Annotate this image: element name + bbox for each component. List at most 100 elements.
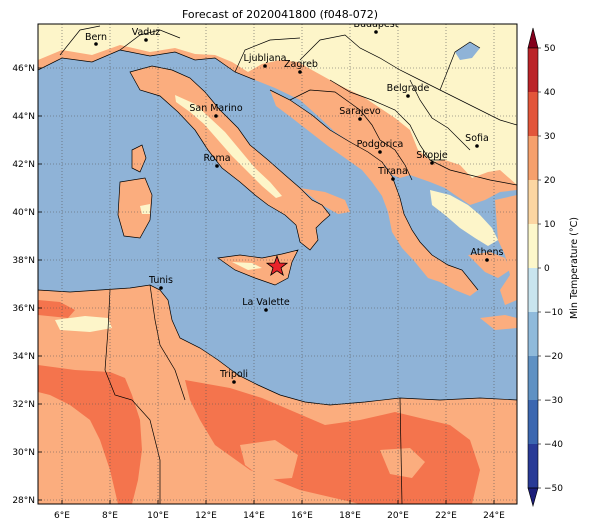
colorbar-tick-neg20: −20 [544, 352, 563, 362]
city-dots [94, 30, 489, 384]
city-dot-belgrade [406, 94, 410, 98]
lake-blue [455, 42, 480, 60]
x-tick-20e: 20°E [387, 511, 409, 521]
africa-hot-west [38, 300, 75, 318]
y-tick-30n: 30°N [12, 448, 35, 458]
colorbar-tick-20: 20 [544, 176, 556, 186]
x-tick-8e: 8°E [102, 511, 118, 521]
colorbar-tick-50: 50 [544, 44, 556, 54]
sicily-mild [232, 262, 262, 270]
city-label-skopje: Skopje [416, 150, 448, 161]
x-tick-marks [61, 500, 495, 504]
city-dot-san-marino [214, 114, 218, 118]
colorbar-label: Min Temperature (°C) [569, 217, 580, 319]
greece-south [468, 252, 510, 278]
colorbar-band-neg40-neg30 [528, 400, 538, 444]
x-tick-10e: 10°E [147, 511, 169, 521]
y-tick-38n: 38°N [12, 256, 35, 266]
city-dot-zagreb [298, 70, 302, 74]
italy-mild-band [175, 95, 282, 198]
colorbar-tick-neg40: −40 [544, 440, 563, 450]
africa-mild-spot [55, 316, 112, 332]
colorbar-tick-neg50: −50 [544, 484, 563, 494]
city-label-vaduz: Vaduz [132, 27, 161, 38]
y-tick-44n: 44°N [12, 112, 35, 122]
star-marker [265, 254, 289, 276]
x-tick-24e: 24°E [483, 511, 505, 521]
y-tick-46n: 46°N [12, 64, 35, 74]
colorbar-cap-top [527, 27, 539, 49]
colorbar-band-40-50 [528, 48, 538, 92]
city-label-tripoli: Tripoli [219, 369, 248, 380]
city-label-la-valette: La Valette [242, 297, 290, 308]
city-dot-budapest [374, 30, 378, 34]
city-dot-bern [94, 42, 98, 46]
city-label-bern: Bern [85, 32, 107, 43]
colorbar-tick-marks [538, 47, 541, 489]
city-dot-sarajevo [358, 117, 362, 121]
colorbar-tick-30: 30 [544, 132, 556, 142]
city-dot-tunis [159, 286, 163, 290]
x-tick-6e: 6°E [54, 511, 70, 521]
country-borders [38, 25, 517, 504]
y-tick-40n: 40°N [12, 208, 35, 218]
city-label-ljubljana: Ljubljana [244, 53, 287, 64]
colorbar-band-30-40 [528, 92, 538, 136]
city-labels: Bern Vaduz Budapest Ljubljana Zagreb Bel… [85, 24, 504, 380]
figure-title: Forecast of 2020041800 (f048-072) [182, 8, 378, 21]
city-label-roma: Roma [203, 153, 230, 164]
x-tick-12e: 12°E [195, 511, 217, 521]
colorbar-band-neg10-0 [528, 268, 538, 312]
x-tick-16e: 16°E [291, 511, 313, 521]
colorbar-tick-labels: 50 40 30 20 10 0 −10 −20 −30 −40 −50 [544, 44, 563, 494]
colorbar-band-10-20 [528, 180, 538, 224]
y-tick-labels: 46°N 44°N 42°N 40°N 38°N 36°N 34°N 32°N … [12, 64, 35, 506]
x-tick-labels: 6°E 8°E 10°E 12°E 14°E 16°E 18°E 20°E 22… [54, 511, 505, 521]
africa-warm-patch-2 [380, 448, 425, 478]
city-label-sofia: Sofia [465, 133, 489, 144]
y-tick-28n: 28°N [12, 496, 35, 506]
city-label-san-marino: San Marino [189, 103, 242, 114]
colorbar-band-20-30 [528, 136, 538, 180]
x-tick-14e: 14°E [243, 511, 265, 521]
balkans-coast-warm [270, 90, 478, 296]
y-tick-34n: 34°N [12, 352, 35, 362]
x-tick-22e: 22°E [435, 511, 457, 521]
greece-mild [430, 190, 498, 246]
map-area: Bern Vaduz Budapest Ljubljana Zagreb Bel… [38, 24, 517, 504]
colorbar: 50 40 30 20 10 0 −10 −20 −30 −40 −50 Min… [527, 27, 580, 508]
city-dot-athens [485, 258, 489, 262]
corsica-land [132, 145, 146, 172]
city-dot-tripoli [232, 380, 236, 384]
colorbar-band-neg20-neg10 [528, 312, 538, 356]
colorbar-cap-bottom [527, 487, 539, 508]
colorbar-band-0-10 [528, 224, 538, 268]
crete-land [480, 315, 517, 330]
y-tick-42n: 42°N [12, 160, 35, 170]
city-dot-sofia [475, 144, 479, 148]
grid-lines [38, 24, 517, 504]
land-north-mild [38, 24, 517, 185]
italy-land [130, 66, 330, 250]
colorbar-band-neg50-neg40 [528, 444, 538, 488]
city-label-tunis: Tunis [148, 275, 173, 286]
africa-warm-patch-1 [240, 440, 298, 480]
sardinia-mild [140, 204, 150, 214]
city-label-tirana: Tirana [377, 166, 408, 177]
colorbar-tick-0: 0 [544, 264, 550, 274]
colorbar-band-neg30-neg20 [528, 356, 538, 400]
colorbar-tick-neg30: −30 [544, 396, 563, 406]
city-dot-la-valette [264, 308, 268, 312]
city-label-podgorica: Podgorica [357, 139, 404, 150]
city-dot-roma [215, 164, 219, 168]
colorbar-tick-40: 40 [544, 88, 556, 98]
city-label-zagreb: Zagreb [284, 59, 318, 70]
sardinia-land [118, 178, 152, 238]
city-label-sarajevo: Sarajevo [339, 106, 381, 117]
city-label-belgrade: Belgrade [387, 83, 430, 94]
city-dot-vaduz [144, 38, 148, 42]
y-tick-marks [38, 67, 42, 501]
y-tick-36n: 36°N [12, 304, 35, 314]
y-tick-32n: 32°N [12, 400, 35, 410]
